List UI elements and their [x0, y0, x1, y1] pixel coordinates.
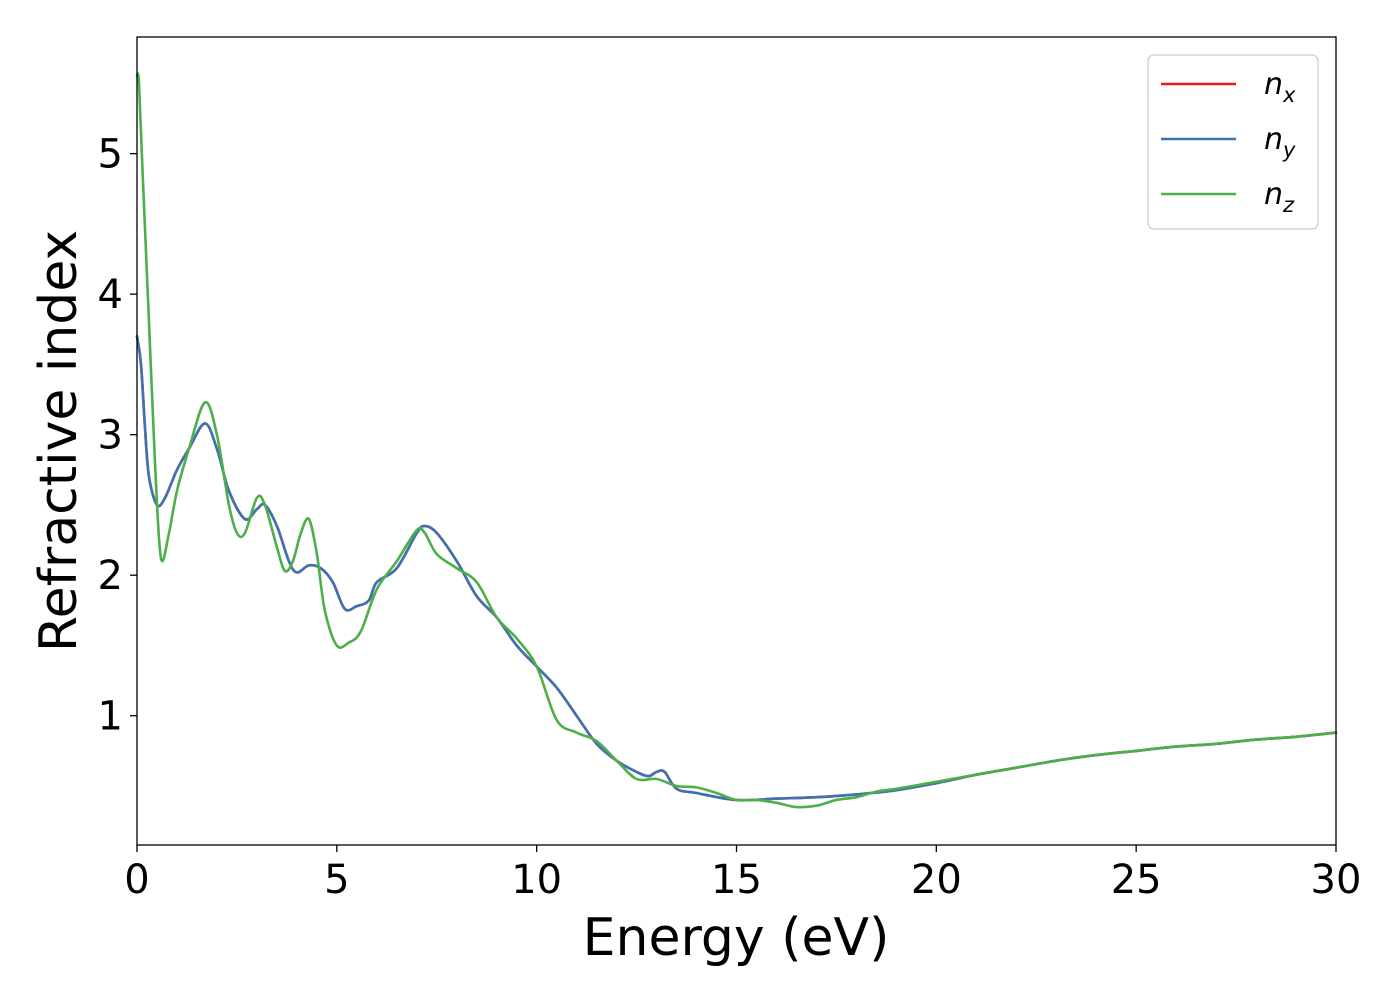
- y-tick-label: 2: [98, 553, 123, 599]
- x-tick-label: 15: [711, 857, 762, 903]
- x-tick-label: 30: [1311, 857, 1362, 903]
- legend-box: [1147, 54, 1319, 230]
- y-tick-label: 3: [98, 413, 123, 459]
- x-axis-label: Energy (eV): [583, 908, 890, 968]
- y-tick-label: 1: [98, 694, 123, 740]
- series-lines: [135, 72, 1338, 809]
- x-tick-label: 10: [511, 857, 562, 903]
- y-axis-label: Refractive index: [29, 230, 89, 652]
- y-tick-label: 5: [98, 132, 123, 178]
- x-tick-label: 20: [911, 857, 962, 903]
- x-axis-ticks: 0 5 10 15 20 25 30: [124, 845, 1361, 903]
- x-tick-label: 0: [124, 857, 149, 903]
- x-tick-label: 5: [324, 857, 349, 903]
- series-line-z: [135, 72, 1338, 809]
- plot-area: [137, 37, 1336, 845]
- y-tick-label: 4: [98, 272, 123, 318]
- y-axis-ticks: 1 2 3 4 5: [98, 132, 137, 740]
- x-tick-label: 25: [1111, 857, 1162, 903]
